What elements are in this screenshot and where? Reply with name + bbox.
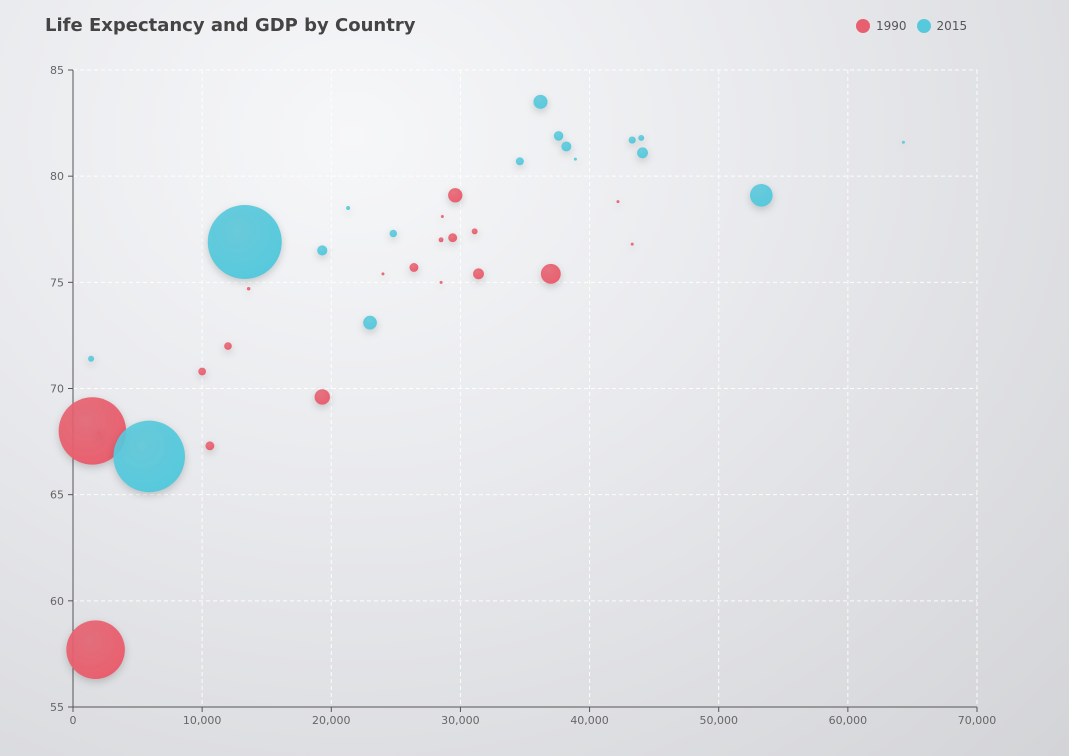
legend-item-1990[interactable]: 1990 <box>856 19 907 33</box>
bubble-1990[interactable] <box>438 237 444 243</box>
bubble-2015[interactable] <box>207 204 282 279</box>
bubble-1990[interactable] <box>381 272 385 276</box>
bubble-1990[interactable] <box>246 286 251 291</box>
y-tick-label: 60 <box>50 595 64 608</box>
bubble-1990[interactable] <box>616 200 620 204</box>
y-tick-label: 85 <box>50 64 64 77</box>
bubble-1990[interactable] <box>440 215 444 219</box>
bubble-2015[interactable] <box>363 315 377 330</box>
x-tick-label: 30,000 <box>441 714 480 727</box>
axes: 0 10,000 20,000 30,000 40,000 50,000 60,000 70,… <box>50 64 996 727</box>
bubble-1990[interactable] <box>448 233 458 243</box>
bubble-2015[interactable] <box>113 420 185 493</box>
bubble-2015[interactable] <box>533 94 548 109</box>
bubble-1990[interactable] <box>66 620 125 679</box>
bubble-2015[interactable] <box>750 183 773 207</box>
legend-label-2015: 2015 <box>936 19 968 33</box>
bubble-1990[interactable] <box>448 188 463 203</box>
bubble-1990[interactable] <box>198 367 206 376</box>
x-tick-label: 70,000 <box>958 714 997 727</box>
legend-label-1990: 1990 <box>876 19 907 33</box>
bubble-1990[interactable] <box>471 228 478 235</box>
x-tick-label: 60,000 <box>829 714 868 727</box>
x-tick-label: 50,000 <box>699 714 738 727</box>
bubble-2015[interactable] <box>638 134 645 141</box>
bubble-1990[interactable] <box>205 441 215 451</box>
bubble-1990[interactable] <box>473 268 484 280</box>
bubbles <box>58 94 905 679</box>
bubble-1990[interactable] <box>439 280 443 284</box>
bubble-2015[interactable] <box>628 136 636 144</box>
y-tick-label: 65 <box>50 489 64 502</box>
chart-title: Life Expectancy and GDP by Country <box>45 15 416 36</box>
series-1990 <box>58 188 634 679</box>
bubble-2015[interactable] <box>561 141 572 152</box>
bubble-2015[interactable] <box>389 229 397 238</box>
legend-swatch-1990 <box>856 19 870 33</box>
bubble-2015[interactable] <box>901 140 905 144</box>
grid-lines <box>73 69 978 707</box>
y-tick-label: 80 <box>50 170 64 183</box>
bubble-1990[interactable] <box>58 397 127 465</box>
x-tick-label: 0 <box>70 714 77 727</box>
series-2015 <box>88 94 905 493</box>
x-tick-label: 20,000 <box>312 714 351 727</box>
legend-item-2015[interactable]: 2015 <box>916 19 968 33</box>
y-tick-label: 70 <box>50 383 64 396</box>
bubble-1990[interactable] <box>540 263 561 284</box>
bubble-2015[interactable] <box>553 131 564 141</box>
bubble-1990[interactable] <box>630 242 634 246</box>
bubble-2015[interactable] <box>637 147 648 159</box>
bubble-2015[interactable] <box>573 157 577 161</box>
bubble-1990[interactable] <box>409 263 419 272</box>
bubble-2015[interactable] <box>317 245 328 256</box>
bubble-1990[interactable] <box>224 342 232 350</box>
legend: 1990 2015 <box>856 19 977 33</box>
x-tick-label: 10,000 <box>183 714 222 727</box>
x-tick-label: 40,000 <box>570 714 609 727</box>
bubble-2015[interactable] <box>88 355 95 362</box>
bubble-1990[interactable] <box>96 431 101 436</box>
bubble-2015[interactable] <box>346 206 351 211</box>
y-tick-label: 75 <box>50 276 64 289</box>
y-tick-label: 55 <box>50 701 64 714</box>
legend-swatch-2015 <box>916 19 931 33</box>
bubble-1990[interactable] <box>314 389 330 405</box>
bubble-2015[interactable] <box>515 157 524 166</box>
